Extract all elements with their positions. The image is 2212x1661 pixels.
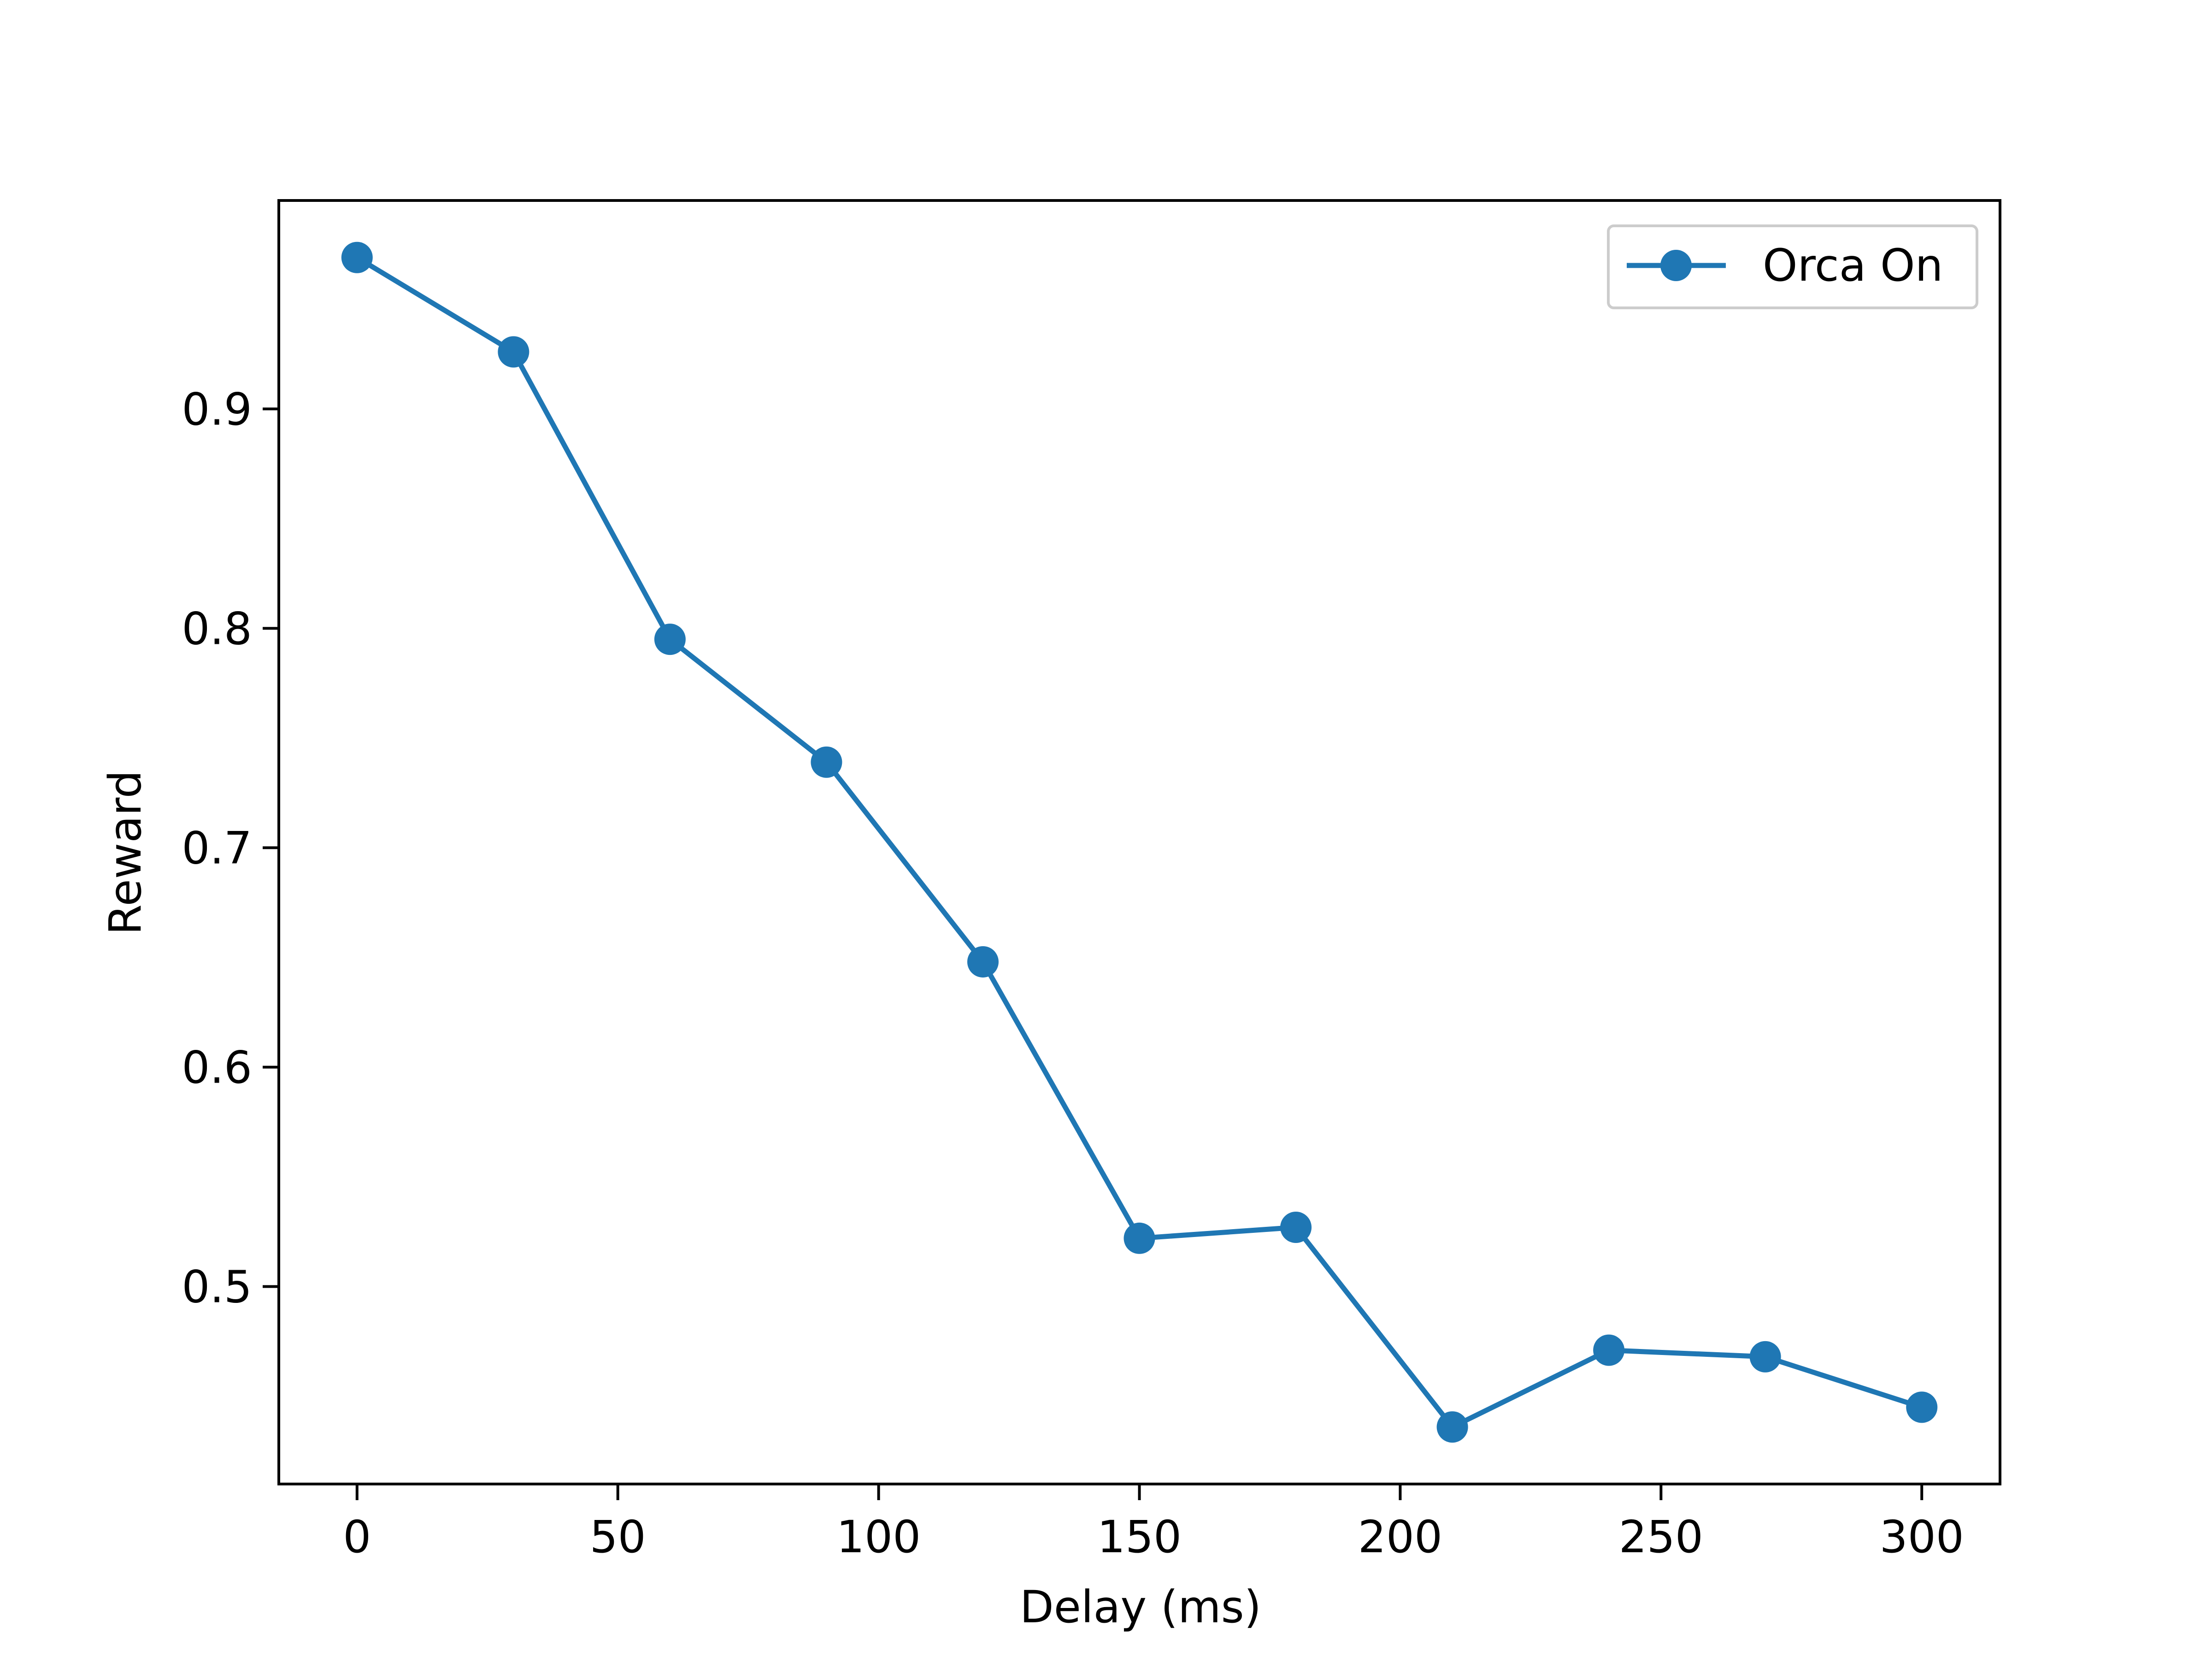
x-tick-label: 250: [1619, 1511, 1703, 1563]
x-tick-label: 50: [590, 1511, 646, 1563]
y-tick-label: 0.8: [182, 603, 252, 654]
plot-frame: [277, 199, 2001, 1485]
data-point: [1749, 1341, 1781, 1372]
y-tick-label: 0.5: [182, 1261, 252, 1313]
legend-entry-label: Orca On: [1763, 240, 1943, 291]
x-tick-label: 200: [1358, 1511, 1442, 1563]
data-point: [654, 624, 686, 655]
x-tick-label: 100: [836, 1511, 921, 1563]
data-point: [811, 746, 842, 778]
legend-marker-swatch: [1660, 250, 1692, 281]
data-point: [498, 336, 529, 368]
x-tick-label: 0: [343, 1511, 371, 1563]
x-tick-label: 150: [1097, 1511, 1182, 1563]
y-axis-ticks: 0.5 0.6 0.7 0.8 0.9: [182, 383, 279, 1313]
y-tick-label: 0.9: [182, 383, 252, 435]
data-point: [1906, 1391, 1938, 1423]
data-point: [341, 241, 373, 273]
legend: Orca On: [1607, 224, 1978, 309]
data-point: [1593, 1334, 1625, 1366]
plot-area: [341, 241, 1938, 1443]
y-tick-label: 0.6: [182, 1042, 252, 1093]
data-point: [967, 946, 999, 978]
x-axis-label: Delay (ms): [1020, 1581, 1261, 1633]
data-point: [1280, 1212, 1312, 1243]
data-point: [1124, 1222, 1155, 1254]
y-tick-label: 0.7: [182, 822, 252, 874]
x-axis-ticks: 0 50 100 150 200 250 300: [343, 1484, 1964, 1563]
x-tick-label: 300: [1880, 1511, 1964, 1563]
y-axis-label: Reward: [100, 770, 151, 935]
legend-frame: [1607, 224, 1978, 309]
data-point: [1436, 1411, 1468, 1443]
